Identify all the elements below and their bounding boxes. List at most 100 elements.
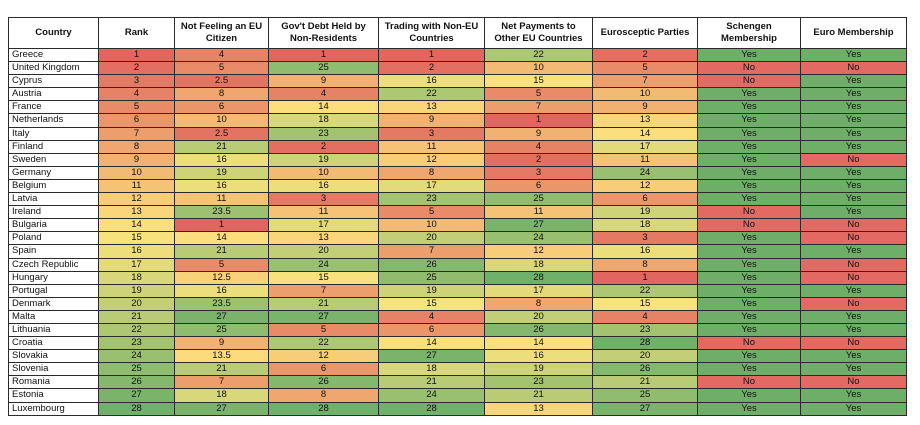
header-rank: Rank <box>98 17 175 49</box>
cell-trading-non-eu: 23 <box>378 192 485 207</box>
cell-country: Sweden <box>8 152 99 167</box>
cell-net-payments: 6 <box>484 178 593 194</box>
cell-eurosceptic-parties: 5 <box>592 61 698 76</box>
cell-schengen: Yes <box>697 401 801 416</box>
header-euro: Euro Membership <box>800 17 907 49</box>
cell-net-payments: 19 <box>484 362 593 377</box>
cell-eurosceptic-parties: 15 <box>592 296 698 311</box>
cell-euro: Yes <box>800 283 907 298</box>
table-row: Greece 1 4 1 1 22 2 Yes Yes <box>8 47 907 63</box>
cell-eurosceptic-parties: 1 <box>592 270 698 285</box>
cell-trading-non-eu: 22 <box>378 87 485 102</box>
cell-schengen: Yes <box>697 126 801 141</box>
cell-country: Italy <box>8 126 99 141</box>
cell-euro: Yes <box>800 139 907 154</box>
table-row: Poland 15 14 13 20 24 3 Yes No <box>8 231 907 246</box>
cell-euro: Yes <box>800 87 907 102</box>
table-row: Ireland 13 23.5 11 5 11 19 No Yes <box>8 205 907 220</box>
table-row: Belgium 11 16 16 17 6 12 Yes Yes <box>8 178 907 194</box>
cell-eurosceptic-parties: 21 <box>592 375 698 390</box>
cell-eurosceptic-parties: 2 <box>592 47 698 63</box>
cell-not-feeling-eu-citizen: 18 <box>174 388 269 403</box>
cell-trading-non-eu: 20 <box>378 231 485 246</box>
cell-not-feeling-eu-citizen: 4 <box>174 47 269 63</box>
table-row: Luxembourg 28 27 28 28 13 27 Yes Yes <box>8 401 907 416</box>
cell-trading-non-eu: 21 <box>378 375 485 390</box>
cell-rank: 25 <box>98 362 175 377</box>
cell-country: Slovenia <box>8 362 99 377</box>
cell-not-feeling-eu-citizen: 23.5 <box>174 205 269 220</box>
table-row: United Kingdom 2 5 25 2 10 5 No No <box>8 61 907 76</box>
cell-country: Austria <box>8 87 99 102</box>
cell-eurosceptic-parties: 8 <box>592 257 698 272</box>
cell-rank: 7 <box>98 126 175 141</box>
cell-net-payments: 14 <box>484 336 593 351</box>
cell-not-feeling-eu-citizen: 6 <box>174 100 269 115</box>
table-row: Cyprus 3 2.5 9 16 15 7 No Yes <box>8 74 907 89</box>
cell-country: Lithuania <box>8 322 99 338</box>
cell-govt-debt: 5 <box>268 322 379 338</box>
cell-euro: Yes <box>800 349 907 364</box>
cell-euro: No <box>800 231 907 246</box>
cell-euro: Yes <box>800 74 907 89</box>
cell-euro: No <box>800 257 907 272</box>
cell-rank: 21 <box>98 309 175 324</box>
cell-eurosceptic-parties: 13 <box>592 113 698 128</box>
cell-trading-non-eu: 15 <box>378 296 485 311</box>
cell-euro: Yes <box>800 205 907 220</box>
cell-country: Latvia <box>8 192 99 207</box>
cell-country: Estonia <box>8 388 99 403</box>
cell-country: Germany <box>8 165 99 180</box>
cell-schengen: Yes <box>697 257 801 272</box>
cell-net-payments: 28 <box>484 270 593 285</box>
cell-net-payments: 25 <box>484 192 593 207</box>
cell-rank: 2 <box>98 61 175 76</box>
header-country: Country <box>8 17 99 49</box>
cell-net-payments: 23 <box>484 375 593 390</box>
cell-not-feeling-eu-citizen: 21 <box>174 244 269 259</box>
table-row: Sweden 9 16 19 12 2 11 Yes No <box>8 152 907 167</box>
cell-euro: Yes <box>800 178 907 194</box>
cell-trading-non-eu: 6 <box>378 322 485 338</box>
cell-rank: 26 <box>98 375 175 390</box>
table-row: Estonia 27 18 8 24 21 25 Yes Yes <box>8 388 907 403</box>
cell-trading-non-eu: 17 <box>378 178 485 194</box>
cell-euro: Yes <box>800 362 907 377</box>
cell-rank: 20 <box>98 296 175 311</box>
header-row: Country Rank Not Feeling an EU Citizen G… <box>8 17 907 49</box>
cell-govt-debt: 3 <box>268 192 379 207</box>
cell-schengen: Yes <box>697 192 801 207</box>
cell-rank: 16 <box>98 244 175 259</box>
cell-eurosceptic-parties: 18 <box>592 218 698 233</box>
cell-country: Malta <box>8 309 99 324</box>
cell-schengen: No <box>697 218 801 233</box>
cell-govt-debt: 10 <box>268 165 379 180</box>
cell-rank: 9 <box>98 152 175 167</box>
cell-rank: 15 <box>98 231 175 246</box>
cell-net-payments: 8 <box>484 296 593 311</box>
cell-country: Denmark <box>8 296 99 311</box>
cell-euro: Yes <box>800 113 907 128</box>
cell-country: Hungary <box>8 270 99 285</box>
cell-country: Cyprus <box>8 74 99 89</box>
cell-eurosceptic-parties: 4 <box>592 309 698 324</box>
cell-not-feeling-eu-citizen: 21 <box>174 139 269 154</box>
cell-not-feeling-eu-citizen: 25 <box>174 322 269 338</box>
cell-schengen: Yes <box>697 139 801 154</box>
cell-eurosceptic-parties: 23 <box>592 322 698 338</box>
cell-eurosceptic-parties: 6 <box>592 192 698 207</box>
cell-not-feeling-eu-citizen: 14 <box>174 231 269 246</box>
cell-trading-non-eu: 14 <box>378 336 485 351</box>
cell-net-payments: 2 <box>484 152 593 167</box>
cell-not-feeling-eu-citizen: 1 <box>174 218 269 233</box>
cell-net-payments: 1 <box>484 113 593 128</box>
table-row: Bulgaria 14 1 17 10 27 18 No No <box>8 218 907 233</box>
table-body: Greece 1 4 1 1 22 2 Yes Yes United Kingdom 2 5 25 2 10… <box>8 47 907 416</box>
cell-net-payments: 26 <box>484 322 593 338</box>
table-row: Hungary 18 12.5 15 25 28 1 Yes No <box>8 270 907 285</box>
cell-schengen: Yes <box>697 296 801 311</box>
cell-eurosceptic-parties: 7 <box>592 74 698 89</box>
cell-eurosceptic-parties: 28 <box>592 336 698 351</box>
cell-eurosceptic-parties: 20 <box>592 349 698 364</box>
cell-govt-debt: 26 <box>268 375 379 390</box>
